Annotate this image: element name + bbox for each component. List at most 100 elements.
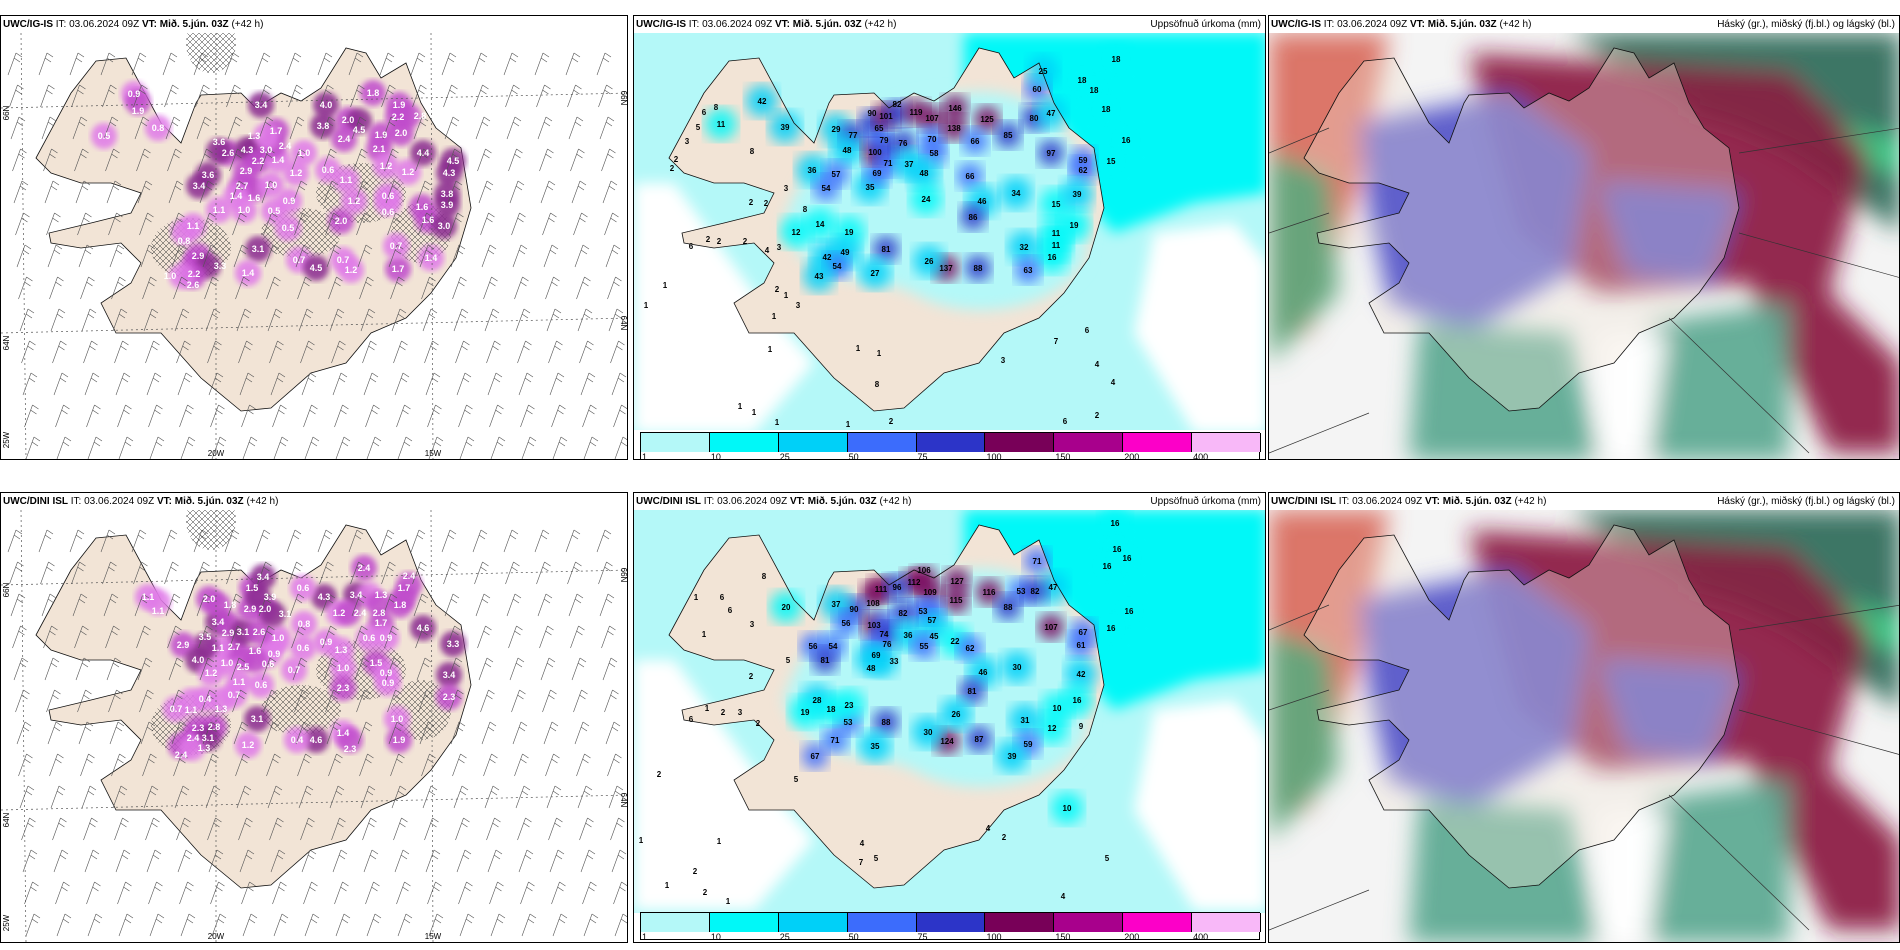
wind-barb-icon	[509, 657, 525, 681]
precip-value-label: 100	[868, 148, 882, 157]
wind-barb-icon	[22, 372, 38, 396]
precip-value-label: 24	[922, 195, 931, 204]
precip-value-label: 19	[845, 228, 854, 237]
axis-label: 64N	[619, 793, 628, 808]
wind-barb-icon	[74, 148, 89, 172]
snow-value-label: 0.6	[363, 633, 376, 643]
panel-header: UWC/IG-IS IT: 03.06.2024 09Z VT: Mið. 5.…	[636, 19, 896, 30]
precip-value-label: 69	[872, 651, 881, 660]
precip-value-label: 4	[1111, 378, 1116, 387]
wind-barb-icon	[270, 849, 286, 873]
snow-cell	[248, 92, 274, 118]
wind-barb-icon	[475, 593, 491, 617]
precip-cell	[1008, 231, 1040, 263]
high-cloud-northeast	[1569, 510, 1899, 709]
wind-barb-icon	[139, 689, 154, 713]
precip-value-label: 14	[816, 220, 825, 229]
snow-value-label: 2.4	[354, 608, 367, 618]
wind-barb-icon	[486, 817, 501, 841]
wind-barb-icon	[614, 436, 627, 459]
wind-snow-map[interactable]: 1.11.12.43.4 1.32.81.81.72.41.70.6 0.94.31…	[1, 510, 628, 943]
precip-value-label: 3	[777, 243, 782, 252]
precip-cell	[1095, 612, 1127, 644]
snow-cell	[330, 675, 356, 701]
snow-value-label: 0.9	[128, 89, 141, 99]
precip-value-label: 2	[717, 237, 722, 246]
snow-value-label: 0.9	[380, 668, 393, 678]
wind-barb-icon	[87, 913, 103, 937]
precip-value-label: 146	[948, 104, 962, 113]
wind-barb-icon	[199, 657, 215, 681]
precip-value-label: 18	[1090, 86, 1099, 95]
snow-cell	[303, 727, 329, 753]
wind-barb-icon	[549, 372, 565, 396]
precip-value-label: 88	[974, 264, 983, 273]
snow-value-label: 0.4	[291, 735, 304, 745]
precip-value-label: 125	[980, 115, 994, 124]
wind-barb-icon	[148, 881, 163, 905]
wind-barb-icon	[18, 276, 33, 300]
precip-value-label: 57	[928, 616, 937, 625]
snow-value-label: 1.1	[213, 205, 226, 215]
wind-barb-icon	[100, 52, 116, 76]
snow-value-label: 2.2	[392, 112, 405, 122]
wind-barb-icon	[196, 593, 212, 617]
precip-value-label: 96	[893, 583, 902, 592]
wind-barb-icon	[452, 753, 467, 777]
wind-barb-icon	[613, 881, 627, 905]
wind-barb-icon	[356, 212, 371, 236]
wind-snow-map[interactable]: 0.91.90.80.53.42.63.64.3 3.02.2 1.42.92.71…	[1, 33, 628, 460]
precip-cell	[941, 115, 967, 141]
precip-value-label: 6	[728, 606, 733, 615]
precip-cell	[1100, 43, 1132, 75]
snow-value-label: 3.1	[251, 714, 264, 724]
snow-value-label: 0.7	[288, 665, 301, 675]
snow-value-label: 1.2	[402, 167, 415, 177]
wind-barb-icon	[7, 52, 23, 76]
wind-barb-icon	[55, 404, 70, 428]
wind-barb-icon	[489, 404, 504, 428]
wind-barb-icon	[295, 721, 311, 745]
wind-barb-icon	[602, 180, 618, 204]
snow-value-label: 2.4	[358, 563, 371, 573]
cloud-cover-map[interactable]	[1269, 510, 1900, 943]
snow-value-label: 4.3	[241, 145, 254, 155]
precip-panel-igis: UWC/IG-IS IT: 03.06.2024 09Z VT: Mið. 5.…	[633, 15, 1266, 460]
snow-cell	[186, 173, 212, 199]
snow-cell	[383, 233, 409, 259]
wind-barb-icon	[484, 785, 500, 809]
dry-area-east	[1134, 223, 1265, 430]
colorbar-swatch	[1192, 913, 1261, 932]
precip-value-label: 26	[952, 710, 961, 719]
coastline	[668, 47, 1105, 412]
snow-value-label: 2.0	[342, 115, 355, 125]
snow-value-label: 0.9	[380, 633, 393, 643]
precip-value-label: 22	[951, 637, 960, 646]
colorbar-swatch	[1123, 913, 1193, 932]
precip-value-label: 3	[685, 137, 690, 146]
snow-cell	[388, 120, 414, 146]
wind-barb-icon	[50, 308, 66, 332]
wind-barb-icon	[323, 180, 339, 204]
precip-value-label: 31	[1021, 716, 1030, 725]
precip-value-label: 3	[738, 708, 743, 717]
precip-value-label: 1	[726, 897, 731, 906]
wind-barb-icon	[258, 116, 274, 140]
precip-value-label: 6	[1085, 326, 1090, 335]
lead-time: (+42 h)	[879, 496, 912, 507]
snow-value-label: 2.2	[188, 269, 201, 279]
precip-value-label: 19	[1070, 221, 1079, 230]
wind-barb-icon	[413, 593, 429, 617]
wind-barb-icon	[366, 913, 382, 937]
precip-value-label: 97	[1047, 149, 1056, 158]
cloud-cover-map[interactable]	[1269, 33, 1900, 460]
panel-title: Háský (gr.), miðský (fj.bl.) og lágský (…	[1717, 19, 1895, 30]
precip-value-label: 5	[786, 656, 791, 665]
wind-snow-panel-dini: UWC/DINI ISL IT: 03.06.2024 09Z VT: Mið.…	[0, 492, 628, 943]
wind-barb-icon	[483, 276, 498, 300]
precip-cell	[831, 134, 863, 166]
precip-value-label: 20	[782, 603, 791, 612]
precip-value-label: 76	[883, 640, 892, 649]
